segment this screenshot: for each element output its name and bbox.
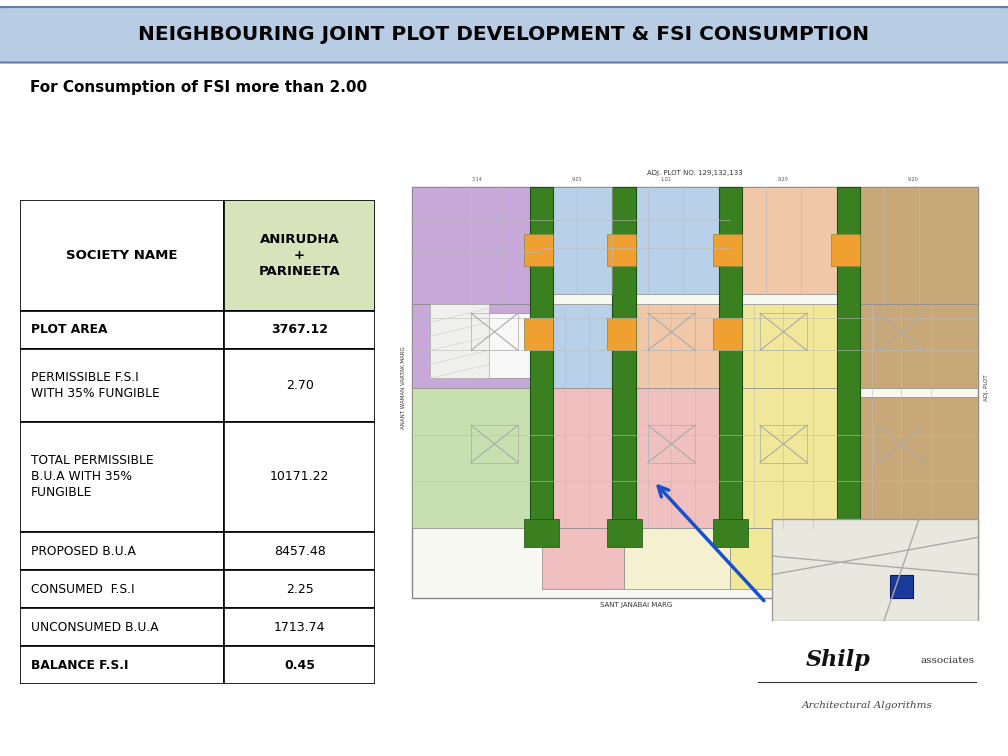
Bar: [412, 388, 541, 528]
Text: ADJ. PLOT NO. 129,132,133: ADJ. PLOT NO. 129,132,133: [647, 170, 743, 176]
Text: 9.20: 9.20: [908, 178, 918, 182]
Text: NEIGHBOURING JOINT PLOT DEVELOPMENT & FSI CONSUMPTION: NEIGHBOURING JOINT PLOT DEVELOPMENT & FS…: [138, 25, 870, 45]
Bar: [890, 575, 913, 598]
Text: 9.20: 9.20: [778, 178, 789, 182]
Bar: [648, 425, 695, 463]
Bar: [224, 646, 375, 684]
Bar: [849, 397, 978, 519]
Text: UNCONSUMED B.U.A: UNCONSUMED B.U.A: [31, 621, 158, 634]
Bar: [541, 187, 731, 294]
Bar: [20, 349, 224, 422]
Bar: [524, 318, 553, 351]
Bar: [731, 528, 849, 589]
Text: TOTAL PERMISSIBLE
B.U.A WITH 35%
FUNGIBLE: TOTAL PERMISSIBLE B.U.A WITH 35% FUNGIBL…: [31, 454, 153, 499]
Bar: [541, 528, 624, 589]
Bar: [713, 318, 742, 351]
Bar: [607, 234, 636, 266]
Bar: [20, 311, 224, 349]
Bar: [429, 304, 489, 379]
Bar: [224, 532, 375, 570]
Text: PERMISSIBLE F.S.I
WITH 35% FUNGIBLE: PERMISSIBLE F.S.I WITH 35% FUNGIBLE: [31, 370, 159, 400]
Bar: [20, 200, 224, 311]
Bar: [731, 304, 849, 388]
Text: 9.01: 9.01: [572, 178, 583, 182]
Bar: [524, 519, 559, 547]
Bar: [20, 532, 224, 570]
Text: 1713.74: 1713.74: [274, 621, 326, 634]
Text: 8457.48: 8457.48: [274, 544, 326, 558]
Bar: [471, 313, 530, 379]
Bar: [541, 304, 624, 388]
Bar: [224, 349, 375, 422]
Text: Architectural Algorithms: Architectural Algorithms: [801, 702, 932, 711]
Text: 2.25: 2.25: [285, 583, 313, 596]
Bar: [20, 570, 224, 608]
Bar: [713, 519, 748, 547]
Bar: [224, 422, 375, 532]
Text: CONSUMED  F.S.I: CONSUMED F.S.I: [31, 583, 134, 596]
Bar: [731, 187, 849, 294]
Bar: [530, 187, 553, 528]
Bar: [412, 187, 541, 304]
Bar: [412, 304, 541, 388]
Bar: [20, 608, 224, 646]
Bar: [760, 425, 807, 463]
Text: 1.01: 1.01: [660, 178, 671, 182]
Text: 0.45: 0.45: [284, 658, 316, 671]
Bar: [224, 200, 375, 311]
Bar: [412, 187, 978, 598]
Bar: [719, 187, 742, 528]
Bar: [878, 425, 925, 463]
Bar: [772, 519, 978, 621]
Text: 3.14: 3.14: [472, 178, 482, 182]
Bar: [713, 234, 742, 266]
Bar: [849, 304, 978, 388]
Text: PLOT AREA: PLOT AREA: [31, 324, 107, 336]
Bar: [471, 425, 518, 463]
Text: SANT JANABAI MARG: SANT JANABAI MARG: [600, 602, 672, 608]
FancyBboxPatch shape: [0, 7, 1008, 63]
Bar: [648, 313, 695, 351]
Bar: [607, 519, 642, 547]
Text: PROPOSED B.U.A: PROPOSED B.U.A: [31, 544, 136, 558]
Bar: [20, 646, 224, 684]
Bar: [624, 388, 731, 528]
Text: ADJ. PLOT: ADJ. PLOT: [985, 374, 990, 401]
Text: 2.70: 2.70: [285, 379, 313, 392]
Bar: [524, 234, 553, 266]
Bar: [224, 608, 375, 646]
Bar: [624, 528, 731, 589]
Bar: [831, 234, 860, 266]
Bar: [831, 519, 866, 547]
Bar: [224, 311, 375, 349]
Bar: [607, 318, 636, 351]
Bar: [20, 422, 224, 532]
Bar: [613, 187, 636, 528]
Bar: [471, 313, 518, 351]
Text: associates: associates: [920, 656, 974, 665]
Text: 3767.12: 3767.12: [271, 324, 328, 336]
Bar: [541, 388, 624, 528]
Text: For Consumption of FSI more than 2.00: For Consumption of FSI more than 2.00: [30, 80, 367, 95]
Bar: [760, 313, 807, 351]
Text: ANIRUDHA
+
PARINEETA: ANIRUDHA + PARINEETA: [259, 233, 341, 278]
Text: SOCIETY NAME: SOCIETY NAME: [67, 249, 178, 262]
Bar: [849, 187, 978, 304]
Bar: [837, 187, 860, 528]
Text: 10171.22: 10171.22: [270, 470, 330, 483]
Bar: [624, 304, 731, 388]
Bar: [878, 313, 925, 351]
Text: BALANCE F.S.I: BALANCE F.S.I: [31, 658, 128, 671]
Bar: [731, 388, 849, 528]
Text: Shilp: Shilp: [805, 649, 870, 671]
Bar: [224, 570, 375, 608]
Text: ANANT WAMAN VARTAK MARG: ANANT WAMAN VARTAK MARG: [400, 346, 405, 429]
